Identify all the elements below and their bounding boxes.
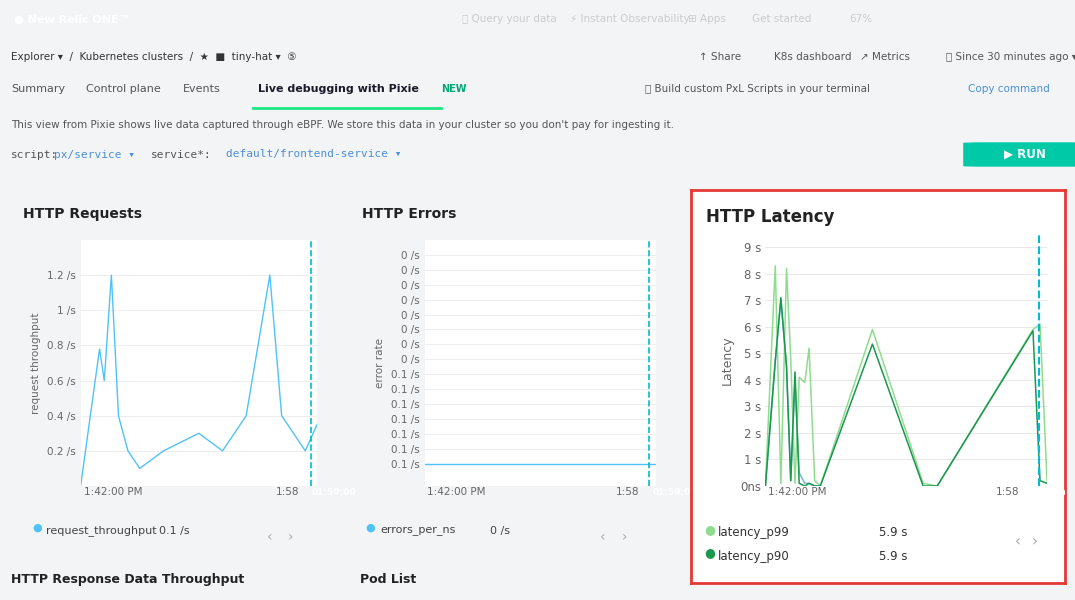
Text: ‹: ‹	[267, 530, 272, 544]
Y-axis label: request throughput: request throughput	[31, 312, 41, 414]
Text: 1:42:00 PM: 1:42:00 PM	[84, 487, 142, 497]
Text: ●: ●	[704, 546, 715, 559]
Text: latency_p90: latency_p90	[718, 550, 790, 563]
Text: ›: ›	[288, 530, 293, 544]
Text: ↗ Metrics: ↗ Metrics	[860, 52, 911, 62]
Text: ‹: ‹	[1015, 534, 1021, 549]
Y-axis label: Latency: Latency	[720, 335, 733, 385]
Text: This view from Pixie shows live data captured through eBPF. We store this data i: This view from Pixie shows live data cap…	[11, 119, 674, 130]
Text: Copy command: Copy command	[968, 85, 1049, 94]
Text: script:: script:	[11, 149, 58, 160]
Text: ●: ●	[366, 523, 375, 533]
Text: 1:58: 1:58	[275, 487, 299, 497]
Text: ⏱ Since 30 minutes ago ▾: ⏱ Since 30 minutes ago ▾	[946, 52, 1075, 62]
Text: latency_p99: latency_p99	[718, 526, 790, 539]
Text: ‹: ‹	[600, 530, 605, 544]
Text: NEW: NEW	[441, 85, 467, 94]
Text: Control plane: Control plane	[86, 85, 161, 94]
Text: errors_per_ns: errors_per_ns	[381, 526, 456, 536]
Text: 67%: 67%	[849, 14, 873, 25]
Text: default/frontend-service ▾: default/frontend-service ▾	[226, 149, 401, 160]
Text: ↑ Share: ↑ Share	[699, 52, 741, 62]
Text: request_throughput: request_throughput	[46, 526, 157, 536]
Text: 01:59:00: 01:59:00	[1021, 490, 1066, 498]
Text: Get started: Get started	[752, 14, 812, 25]
Text: service*:: service*:	[151, 149, 212, 160]
Text: 01:59:00: 01:59:00	[312, 488, 356, 497]
Text: K8s dashboard: K8s dashboard	[774, 52, 851, 62]
Text: ›: ›	[1032, 534, 1038, 549]
Text: 0 /s: 0 /s	[490, 526, 511, 536]
Text: ⊞ Apps: ⊞ Apps	[688, 14, 726, 25]
Text: ⬜ Query your data: ⬜ Query your data	[462, 14, 557, 25]
Text: ⚡ Instant Observability: ⚡ Instant Observability	[570, 14, 689, 25]
Text: Explorer ▾  /  Kubernetes clusters  /  ★  ■  tiny-hat ▾  ⑤: Explorer ▾ / Kubernetes clusters / ★ ■ t…	[11, 52, 297, 62]
Text: Events: Events	[183, 85, 220, 94]
Text: HTTP Response Data Throughput: HTTP Response Data Throughput	[11, 573, 244, 586]
Text: ▶ RUN: ▶ RUN	[1004, 148, 1045, 161]
Text: 1:42:00 PM: 1:42:00 PM	[427, 487, 485, 497]
Text: 0.1 /s: 0.1 /s	[159, 526, 189, 536]
Text: 1:42:00 PM: 1:42:00 PM	[768, 487, 826, 497]
Text: 5.9 s: 5.9 s	[879, 526, 908, 539]
Text: Live debugging with Pixie: Live debugging with Pixie	[258, 85, 419, 94]
Y-axis label: error rate: error rate	[375, 338, 386, 388]
Text: 1:58: 1:58	[616, 487, 640, 497]
Text: 1:58: 1:58	[995, 487, 1019, 497]
Text: px/service ▾: px/service ▾	[54, 149, 134, 160]
Text: HTTP Errors: HTTP Errors	[362, 207, 457, 221]
Text: ●: ●	[704, 523, 715, 536]
Text: ●: ●	[32, 523, 42, 533]
Text: Pod List: Pod List	[360, 573, 416, 586]
Text: 5.9 s: 5.9 s	[879, 550, 908, 563]
Text: HTTP Requests: HTTP Requests	[24, 207, 142, 221]
Text: ›: ›	[621, 530, 627, 544]
FancyBboxPatch shape	[963, 142, 1075, 167]
Text: Summary: Summary	[11, 85, 64, 94]
Text: ● New Relic ONE™: ● New Relic ONE™	[14, 14, 130, 25]
Text: 01:59:00: 01:59:00	[653, 488, 697, 497]
Text: ⓘ Build custom PxL Scripts in your terminal: ⓘ Build custom PxL Scripts in your termi…	[645, 85, 870, 94]
Text: HTTP Latency: HTTP Latency	[706, 208, 834, 226]
